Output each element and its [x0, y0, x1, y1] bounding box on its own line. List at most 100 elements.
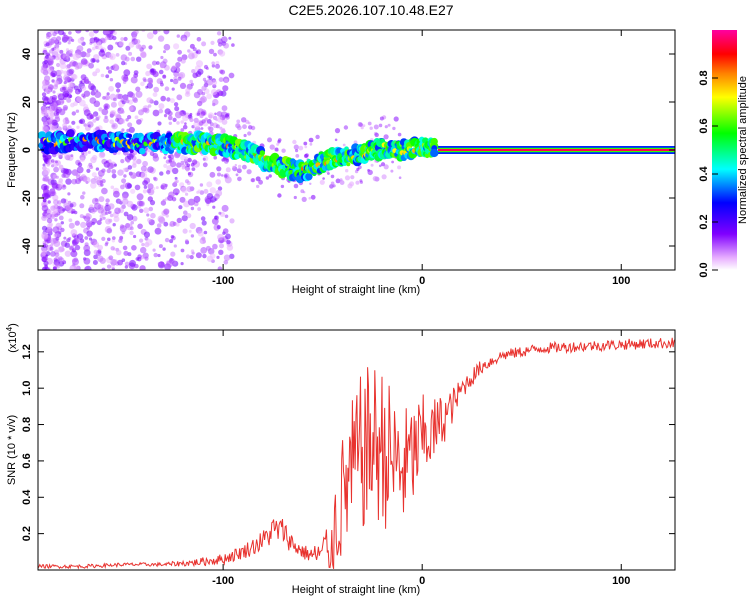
spectrogram-cell — [146, 63, 152, 70]
spectrogram-cell — [152, 30, 158, 35]
spectrogram-cell — [206, 181, 213, 188]
spectrogram-cell — [327, 172, 330, 175]
spectrogram-cell — [224, 159, 229, 164]
spectrogram-cell — [268, 174, 272, 178]
spectrogram-cell — [355, 180, 360, 185]
spectrogram-cell — [189, 112, 193, 116]
spectrogram-cell — [304, 145, 308, 149]
spectrogram-cell — [295, 154, 300, 158]
spectrogram-cell — [329, 184, 334, 189]
spectrogram-cell — [153, 100, 159, 106]
spectrogram-cell — [212, 205, 216, 209]
spectrogram-cell — [258, 179, 263, 185]
spectrogram-cell — [180, 128, 185, 132]
spectrogram-cell — [51, 103, 58, 111]
spectrogram-cell — [68, 218, 73, 223]
spectrogram-cell — [49, 30, 55, 34]
spectrogram-cell — [47, 200, 51, 204]
spectrogram-cell — [186, 181, 191, 185]
spectrogram-cell — [150, 212, 156, 219]
colorbar-gradient — [712, 30, 737, 270]
spectrogram-cell — [42, 63, 49, 69]
spectrogram-cell — [48, 210, 53, 214]
spectrogram-cell — [42, 212, 46, 217]
spectrogram-cell — [211, 79, 218, 86]
spectrogram-cell — [391, 160, 394, 164]
spectrogram-cell — [90, 182, 97, 189]
spectrogram-cell — [166, 260, 174, 268]
spectrogram-cell — [197, 100, 203, 107]
spectrogram-cell — [179, 82, 187, 89]
spectrogram-ytick-label: -40 — [21, 238, 33, 254]
spectrogram-cell — [154, 227, 162, 235]
spectrogram-cell — [223, 254, 231, 261]
spectrogram-cell — [353, 140, 358, 145]
spectrogram-cell — [359, 179, 363, 183]
spectrogram-cell — [206, 93, 213, 100]
spectrogram-cell — [94, 91, 102, 98]
spectrogram-cell — [379, 116, 384, 121]
spectrogram-cell — [150, 68, 155, 73]
spectrogram-cell — [111, 173, 117, 179]
spectrogram-cell — [43, 167, 51, 175]
spectrogram-cell — [374, 132, 379, 138]
spectrogram-cell — [76, 125, 80, 129]
spectrogram-cell — [232, 165, 236, 169]
spectrogram-cell — [88, 31, 95, 37]
spectrogram-xtick-label: 0 — [419, 275, 425, 287]
spectrogram-cell — [67, 125, 72, 130]
spectrogram-cell — [220, 69, 226, 75]
spectrogram-cell — [53, 80, 59, 86]
spectrogram-cell — [108, 203, 115, 210]
spectrogram-cell — [163, 209, 170, 215]
spectrogram-cell — [197, 207, 202, 211]
spectrogram-cell — [215, 61, 220, 65]
spectrogram-cell — [170, 235, 175, 239]
spectrogram-cell — [62, 53, 69, 60]
spectrogram-xtick-label: -100 — [212, 275, 234, 287]
spectrogram-cell — [177, 76, 182, 81]
spectrogram-cell — [275, 148, 279, 152]
spectrogram-cell — [109, 111, 116, 117]
spectrogram-cell — [63, 70, 68, 76]
spectrogram-cell — [74, 220, 80, 226]
spectrogram-cell — [166, 97, 171, 102]
spectrogram-cell — [62, 122, 68, 129]
spectrogram-cell — [111, 169, 117, 174]
spectrogram-cell — [219, 50, 226, 57]
spectrogram-cell — [153, 176, 157, 181]
spectrogram-cell — [218, 249, 224, 255]
spectrogram-cell — [178, 205, 183, 210]
spectrogram-cell — [172, 167, 179, 175]
spectrogram-cell — [45, 88, 51, 94]
spectrogram-cell — [187, 172, 191, 176]
spectrogram-cell — [109, 78, 114, 82]
spectrogram-cell — [99, 180, 104, 184]
spectrogram-cell — [79, 118, 86, 125]
spectrogram-cell — [236, 119, 241, 124]
spectrogram-cell — [378, 123, 383, 128]
spectrogram-cell — [196, 112, 201, 116]
spectrogram-cell — [79, 157, 85, 163]
spectrogram-cell — [148, 45, 153, 50]
spectrogram-cell — [62, 208, 66, 212]
spectrogram-cell — [63, 236, 67, 240]
spectrogram-cell — [206, 119, 212, 124]
spectrogram-cell — [42, 124, 48, 130]
spectrogram-cell — [204, 80, 208, 84]
spectrogram-cell — [295, 149, 299, 153]
spectrogram-cell — [216, 225, 221, 230]
spectrogram-cell — [81, 152, 85, 156]
spectrogram-cell — [145, 70, 151, 77]
spectrogram-cell — [387, 123, 391, 127]
spectrogram-cell — [100, 37, 106, 43]
spectrogram-cell — [204, 117, 208, 121]
spectrogram-cell — [334, 138, 338, 142]
spectrogram-cell — [57, 200, 62, 205]
spectrogram-cell — [58, 256, 63, 261]
spectrogram-cell — [48, 38, 55, 45]
spectrogram-cell — [115, 41, 119, 45]
spectrogram-cell — [188, 52, 195, 60]
spectrogram-cell — [140, 165, 147, 172]
spectrogram-cell — [61, 100, 65, 104]
